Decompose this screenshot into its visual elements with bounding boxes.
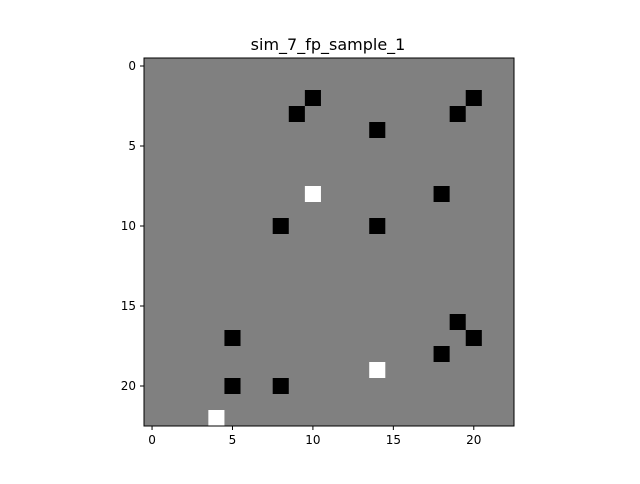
x-tick-label: 0 xyxy=(148,433,156,447)
heatmap-cell-black xyxy=(465,90,482,106)
heatmap-cell-black xyxy=(304,90,321,106)
y-tick-label: 20 xyxy=(121,379,136,393)
heatmap-cell-white xyxy=(369,362,386,378)
heatmap-cell-black xyxy=(433,186,450,202)
cells-layer xyxy=(144,58,514,426)
heatmap-cell-black xyxy=(272,378,289,394)
chart-title: sim_7_fp_sample_1 xyxy=(251,35,406,55)
heatmap-cell-white xyxy=(304,186,321,202)
heatmap-cell-black xyxy=(433,346,450,362)
axes-layer: 0 5 10 15 20 0 5 10 15 20 xyxy=(121,57,515,447)
heatmap-cell-black xyxy=(272,218,289,234)
x-tick-label: 20 xyxy=(466,433,481,447)
y-tick-label: 0 xyxy=(128,59,136,73)
y-tick-label: 5 xyxy=(128,139,136,153)
y-tick-label: 10 xyxy=(121,219,136,233)
heatmap-cell-white xyxy=(208,410,225,426)
heatmap-cell-black xyxy=(369,122,386,138)
heatmap-cell-black xyxy=(224,330,241,346)
heatmap-cell-black xyxy=(369,218,386,234)
axes-frame xyxy=(143,57,515,427)
x-tick-label: 5 xyxy=(229,433,237,447)
y-tick-label: 15 xyxy=(121,299,136,313)
heatmap-cell-black xyxy=(449,106,466,122)
heatmap-cell-black xyxy=(465,330,482,346)
heatmap-cell-black xyxy=(224,378,241,394)
x-tick-label: 15 xyxy=(386,433,401,447)
heatmap-cell-black xyxy=(449,314,466,330)
heatmap-cell-black xyxy=(288,106,305,122)
x-tick-label: 10 xyxy=(305,433,320,447)
